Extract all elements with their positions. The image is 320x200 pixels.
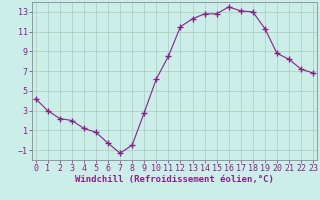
X-axis label: Windchill (Refroidissement éolien,°C): Windchill (Refroidissement éolien,°C) xyxy=(75,175,274,184)
